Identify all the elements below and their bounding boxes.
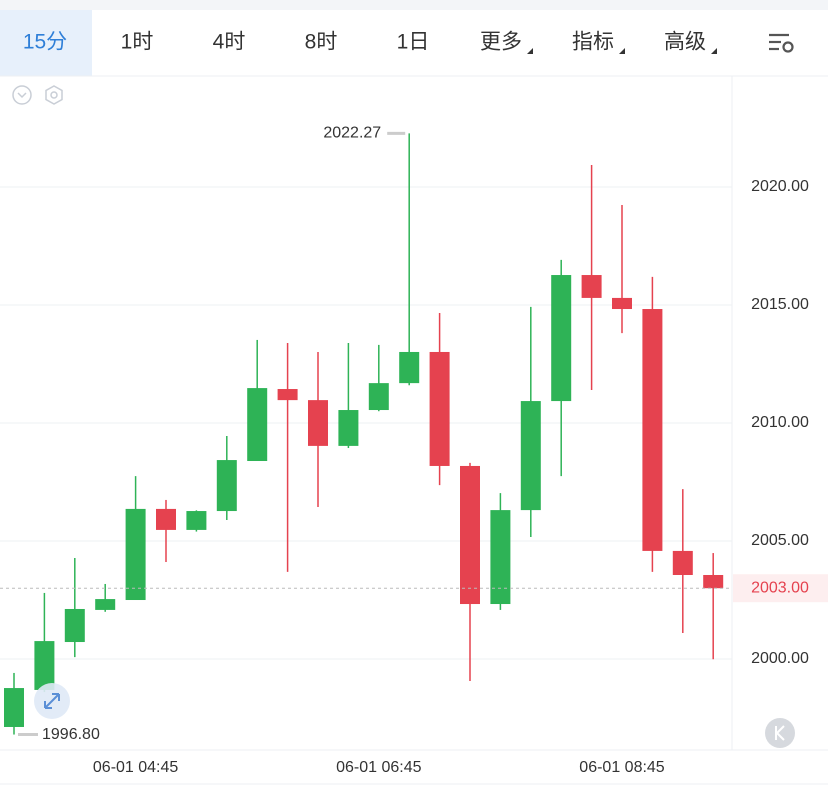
max-label: 2022.27 bbox=[323, 125, 381, 142]
tab[interactable]: 15分 bbox=[23, 31, 67, 54]
candle-body bbox=[642, 309, 663, 551]
y-tick-label: 2000.00 bbox=[751, 650, 809, 667]
tab-dropdown-arrow bbox=[711, 48, 717, 54]
candle-body bbox=[247, 388, 268, 462]
candle-body bbox=[338, 410, 359, 446]
candle-body bbox=[368, 383, 389, 411]
collapse-icon[interactable] bbox=[12, 85, 32, 105]
candle-body bbox=[125, 508, 146, 601]
expand-icon bbox=[44, 693, 60, 709]
candle-body bbox=[520, 401, 541, 511]
tab-dropdown-arrow bbox=[527, 48, 533, 54]
candle-body bbox=[4, 688, 24, 727]
candle-body bbox=[95, 599, 116, 610]
grid bbox=[0, 186, 732, 660]
y-tick-label: 2020.00 bbox=[751, 178, 809, 195]
y-tick-label: 2005.00 bbox=[751, 532, 809, 549]
candle-body bbox=[156, 508, 176, 530]
current-price-box bbox=[733, 574, 828, 603]
candle-body bbox=[703, 574, 724, 589]
tab[interactable]: 更多 bbox=[480, 31, 522, 54]
tab[interactable]: 高级 bbox=[664, 31, 706, 54]
candle-body bbox=[308, 400, 328, 446]
k-button[interactable] bbox=[765, 718, 795, 748]
tab[interactable]: 8时 bbox=[305, 31, 338, 54]
tab[interactable]: 4时 bbox=[213, 31, 246, 54]
current-price-label: 2003.00 bbox=[751, 579, 809, 596]
candle-body bbox=[216, 460, 237, 512]
y-tick-label: 2015.00 bbox=[751, 296, 809, 313]
x-tick-label: 06-01 04:45 bbox=[93, 759, 179, 776]
settings-icon[interactable] bbox=[769, 33, 794, 53]
collapse-chevron bbox=[17, 92, 27, 99]
active-tab-bg bbox=[0, 10, 92, 76]
top-strip bbox=[0, 0, 828, 10]
candle-body bbox=[399, 351, 420, 384]
candles bbox=[4, 133, 724, 735]
tab-dropdown-arrow bbox=[619, 48, 625, 54]
candle-body bbox=[34, 641, 55, 690]
candle-body bbox=[612, 297, 632, 310]
y-tick-label: 2010.00 bbox=[751, 414, 809, 431]
tab[interactable]: 1日 bbox=[397, 31, 430, 54]
settings-hex-icon[interactable] bbox=[45, 85, 63, 105]
tab[interactable]: 1时 bbox=[121, 31, 154, 54]
candle-body bbox=[490, 510, 511, 605]
candle-body bbox=[581, 275, 602, 298]
candle-body bbox=[672, 550, 693, 575]
candle-body bbox=[460, 465, 480, 605]
x-tick-label: 06-01 06:45 bbox=[336, 759, 422, 776]
candle-body bbox=[277, 389, 298, 401]
settings-hex-dot bbox=[50, 91, 58, 99]
candle-body bbox=[186, 511, 207, 530]
tab[interactable]: 指标 bbox=[572, 31, 614, 54]
candle-body bbox=[429, 351, 450, 466]
candle-body bbox=[551, 275, 572, 402]
x-tick-label: 06-01 08:45 bbox=[579, 759, 665, 776]
k-icon bbox=[775, 725, 785, 741]
candle-body bbox=[64, 608, 85, 643]
min-label: 1996.80 bbox=[42, 726, 100, 743]
